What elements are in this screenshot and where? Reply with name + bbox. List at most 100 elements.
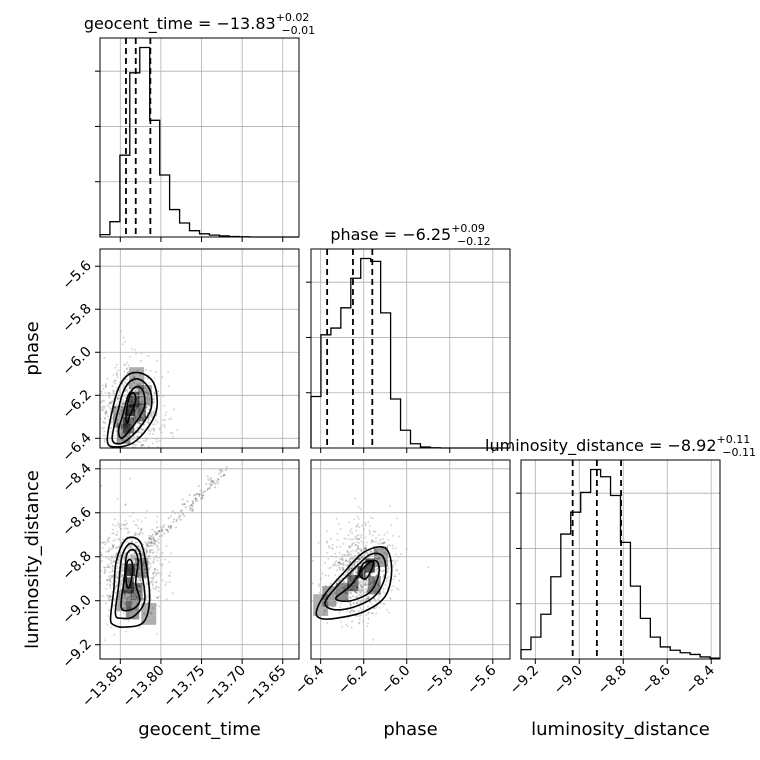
scatter-point: [139, 530, 142, 533]
scatter-point: [126, 371, 129, 374]
scatter-point: [369, 586, 372, 589]
scatter-point: [134, 389, 137, 392]
scatter-point: [117, 523, 120, 526]
scatter-point: [120, 434, 123, 437]
scatter-point: [137, 421, 140, 424]
scatter-point: [381, 542, 384, 545]
scatter-point: [114, 587, 117, 590]
scatter-point: [343, 592, 346, 595]
scatter-point: [94, 579, 96, 581]
scatter-point: [117, 369, 120, 372]
scatter-point: [338, 551, 341, 554]
scatter-point: [149, 536, 152, 539]
scatter-point: [113, 405, 116, 408]
scatter-point: [95, 542, 97, 544]
scatter-point: [339, 545, 342, 548]
scatter-point: [105, 385, 108, 388]
scatter-point: [391, 544, 394, 547]
scatter-point: [372, 576, 375, 579]
scatter-point: [90, 416, 92, 418]
density-cell: [365, 558, 375, 573]
scatter-point: [379, 593, 382, 596]
scatter-point: [103, 438, 106, 441]
scatter-point: [317, 585, 320, 588]
scatter-point: [383, 602, 386, 605]
scatter-point: [144, 409, 147, 412]
scatter-point: [137, 408, 140, 411]
scatter-point: [111, 523, 114, 526]
scatter-point: [145, 543, 148, 546]
scatter-point: [183, 503, 186, 506]
scatter-point: [108, 402, 111, 405]
scatter-point: [125, 449, 127, 451]
scatter-point: [110, 626, 113, 629]
scatter-point: [324, 584, 327, 587]
scatter-point: [151, 528, 154, 531]
scatter-point: [371, 612, 374, 615]
scatter-point: [337, 561, 340, 564]
scatter-point: [363, 598, 366, 601]
scatter-point: [151, 551, 154, 554]
scatter-point: [100, 392, 103, 395]
scatter-point: [139, 391, 142, 394]
scatter-point: [358, 538, 361, 541]
scatter-point: [346, 571, 349, 574]
scatter-point: [127, 370, 130, 373]
scatter-point: [370, 539, 373, 542]
scatter-point: [365, 579, 368, 582]
xaxis-label-luminosity_distance: luminosity_distance: [531, 719, 710, 740]
scatter-point: [354, 497, 357, 500]
scatter-point: [368, 589, 371, 592]
scatter-point: [374, 557, 377, 560]
scatter-point: [146, 544, 149, 547]
scatter-point: [140, 444, 143, 447]
scatter-point: [133, 595, 136, 598]
scatter-point: [156, 532, 159, 535]
scatter-point: [155, 520, 158, 523]
scatter-point: [357, 526, 360, 529]
scatter-point: [153, 556, 156, 559]
scatter-point: [121, 563, 124, 566]
scatter-point: [336, 602, 339, 605]
scatter-point: [358, 621, 361, 624]
scatter-point: [143, 565, 146, 568]
scatter-point: [116, 441, 119, 444]
scatter-point: [360, 586, 363, 589]
scatter-point: [368, 583, 371, 586]
scatter-point: [104, 409, 107, 412]
scatter-point: [106, 615, 109, 618]
scatter-point: [192, 508, 195, 511]
scatter-point: [103, 571, 106, 574]
xtick-label-geocent_time-2: −13.75: [160, 663, 208, 711]
scatter-point: [118, 561, 121, 564]
scatter-point: [387, 538, 390, 541]
scatter-point: [148, 416, 151, 419]
scatter-point: [139, 590, 142, 593]
scatter-point: [156, 445, 159, 448]
scatter-point: [165, 411, 168, 414]
scatter-point: [330, 547, 333, 550]
scatter-point: [392, 565, 395, 568]
scatter-point: [388, 560, 391, 563]
scatter-point: [339, 568, 342, 571]
ytick-label-luminosity_distance-0: −9.2: [59, 636, 94, 671]
scatter-point: [112, 574, 115, 577]
scatter-point: [338, 566, 341, 569]
scatter-point: [349, 550, 352, 553]
scatter-point: [85, 618, 87, 620]
scatter-point: [121, 398, 124, 401]
scatter-point: [150, 534, 153, 537]
scatter-point: [354, 571, 357, 574]
scatter-point: [141, 443, 144, 446]
histogram-phase: [310, 257, 510, 449]
scatter-point: [350, 557, 353, 560]
scatter-point: [108, 578, 111, 581]
scatter-point: [154, 568, 157, 571]
scatter-point: [147, 537, 150, 540]
scatter-point: [132, 553, 135, 556]
scatter-point: [194, 500, 197, 503]
scatter-point: [120, 573, 123, 576]
scatter-point: [129, 477, 132, 480]
scatter-point: [153, 410, 156, 413]
scatter-point: [97, 376, 99, 378]
